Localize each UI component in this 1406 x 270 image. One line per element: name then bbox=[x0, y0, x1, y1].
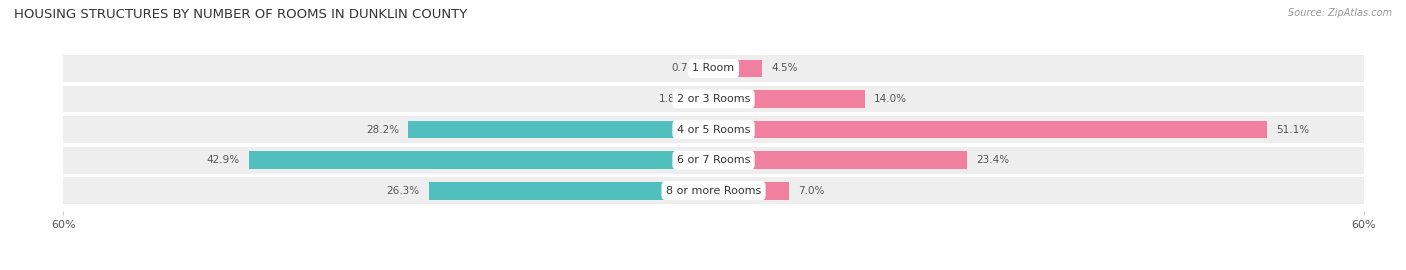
Text: 2 or 3 Rooms: 2 or 3 Rooms bbox=[676, 94, 751, 104]
Bar bbox=[249, 151, 713, 169]
Text: 28.2%: 28.2% bbox=[366, 124, 399, 135]
Bar bbox=[408, 121, 713, 139]
Text: 51.1%: 51.1% bbox=[1277, 124, 1309, 135]
Bar bbox=[63, 86, 1364, 113]
Text: 1.8%: 1.8% bbox=[659, 94, 685, 104]
Bar bbox=[63, 116, 1364, 143]
Text: HOUSING STRUCTURES BY NUMBER OF ROOMS IN DUNKLIN COUNTY: HOUSING STRUCTURES BY NUMBER OF ROOMS IN… bbox=[14, 8, 467, 21]
Bar bbox=[63, 177, 1364, 204]
Bar bbox=[713, 182, 789, 200]
Text: 4.5%: 4.5% bbox=[770, 63, 797, 73]
Text: 0.7%: 0.7% bbox=[671, 63, 697, 73]
Bar bbox=[63, 147, 1364, 174]
Text: 4 or 5 Rooms: 4 or 5 Rooms bbox=[676, 124, 751, 135]
Text: 6 or 7 Rooms: 6 or 7 Rooms bbox=[676, 155, 751, 165]
Text: 1 Room: 1 Room bbox=[693, 63, 734, 73]
Bar bbox=[713, 151, 967, 169]
Bar bbox=[713, 121, 1267, 139]
Text: 23.4%: 23.4% bbox=[976, 155, 1010, 165]
Bar bbox=[63, 55, 1364, 82]
Bar bbox=[713, 90, 865, 108]
Bar bbox=[713, 60, 762, 77]
Text: 8 or more Rooms: 8 or more Rooms bbox=[666, 186, 761, 196]
Text: 7.0%: 7.0% bbox=[799, 186, 824, 196]
Bar bbox=[706, 60, 713, 77]
Text: 26.3%: 26.3% bbox=[387, 186, 420, 196]
Text: 42.9%: 42.9% bbox=[207, 155, 240, 165]
Text: Source: ZipAtlas.com: Source: ZipAtlas.com bbox=[1288, 8, 1392, 18]
Bar bbox=[429, 182, 713, 200]
Bar bbox=[695, 90, 713, 108]
Text: 14.0%: 14.0% bbox=[875, 94, 907, 104]
